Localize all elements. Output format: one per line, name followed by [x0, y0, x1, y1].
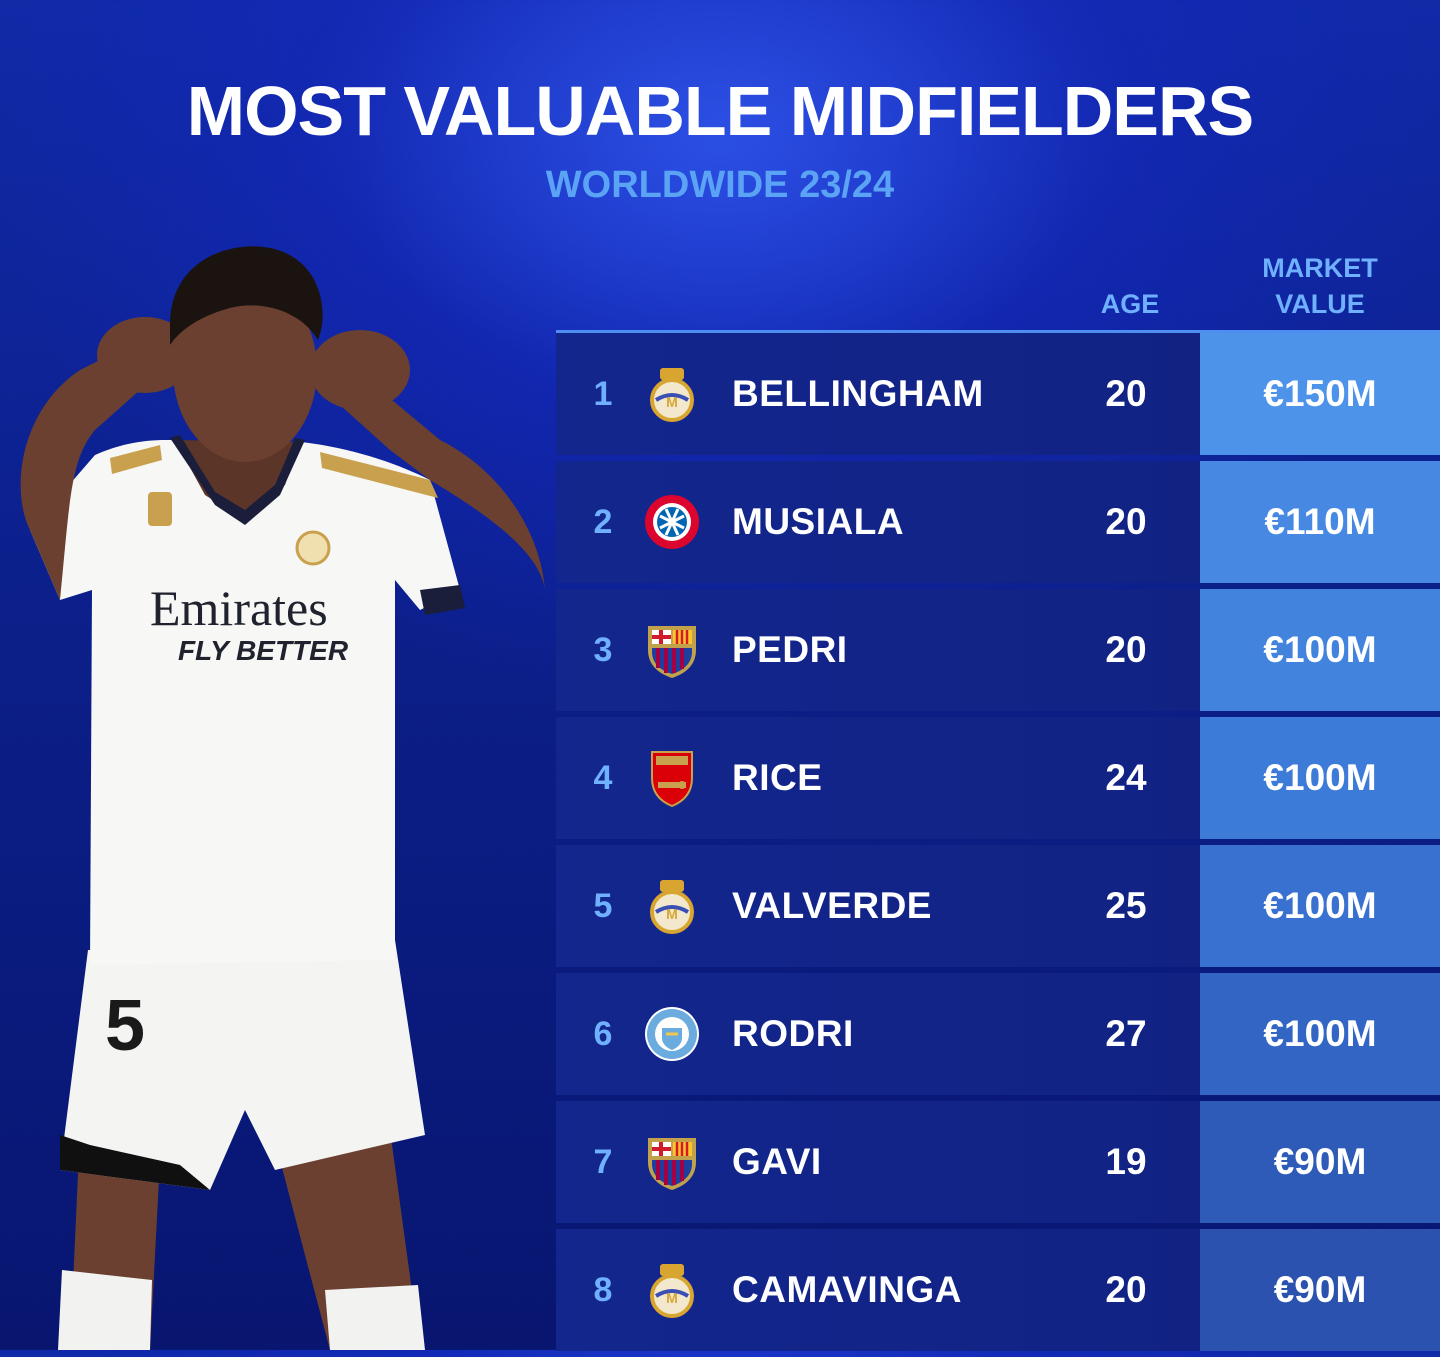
row-age: 25: [1105, 885, 1147, 926]
shirt-badge-icon: [148, 492, 172, 526]
row-rank: 5: [593, 886, 613, 925]
row-player-name: RICE: [732, 757, 823, 798]
real-madrid-crest-icon: M: [650, 368, 694, 422]
page-title: MOST VALUABLE MIDFIELDERS: [186, 72, 1254, 150]
row-age: 27: [1105, 1013, 1147, 1054]
svg-text:M: M: [666, 394, 678, 410]
row-player-name: RODRI: [732, 1013, 854, 1054]
row-player-name: VALVERDE: [732, 885, 932, 926]
fc-barcelona-crest-icon: [648, 626, 696, 678]
row-age: 20: [1105, 629, 1147, 670]
row-player-name: CAMAVINGA: [732, 1269, 962, 1310]
ranking-table: 1 M BELLINGHAM 20 €150M 2 MUSIALA 20 €11…: [556, 333, 1440, 1357]
row-market-value: €150M: [1200, 333, 1440, 455]
page-subtitle: WORLDWIDE 23/24: [545, 164, 895, 206]
svg-text:M: M: [666, 906, 678, 922]
row-market-value: €90M: [1200, 1101, 1440, 1223]
shirt-sponsor: Emirates: [150, 580, 328, 636]
row-rank: 7: [593, 1142, 613, 1181]
row-age: 20: [1105, 501, 1147, 542]
row-player-name: GAVI: [732, 1141, 822, 1182]
table-row: 6 RODRI 27 €100M: [556, 973, 1440, 1095]
row-market-value: €100M: [1200, 589, 1440, 711]
row-rank: 4: [593, 758, 613, 797]
fc-barcelona-crest-icon: [648, 1138, 696, 1190]
row-market-value: €100M: [1200, 973, 1440, 1095]
table-row: 7 GAVI 19 €90M: [556, 1101, 1440, 1223]
column-header-market-value: MARKET VALUE: [1220, 250, 1420, 322]
table-row: 5 M VALVERDE 25 €100M: [556, 845, 1440, 967]
table-row: 8 M CAMAVINGA 20 €90M: [556, 1229, 1440, 1351]
row-player-name: BELLINGHAM: [732, 373, 984, 414]
row-rank: 1: [593, 374, 613, 413]
row-age: 20: [1105, 373, 1147, 414]
row-player-name: PEDRI: [732, 629, 848, 670]
table-row: 4 RICE 24 €100M: [556, 717, 1440, 839]
column-header-market-value-line2: VALUE: [1275, 289, 1365, 319]
header-divider: [556, 330, 1440, 333]
row-age: 19: [1105, 1141, 1147, 1182]
column-header-market-value-line1: MARKET: [1262, 253, 1378, 283]
arsenal-crest-icon: [651, 751, 693, 808]
table-row: 1 M BELLINGHAM 20 €150M: [556, 333, 1440, 455]
row-rank: 6: [593, 1014, 613, 1053]
column-header-age: AGE: [1100, 289, 1160, 319]
row-age: 24: [1105, 757, 1147, 798]
shirt-sponsor-tagline: FLY BETTER: [178, 635, 349, 666]
row-market-value: €90M: [1200, 1229, 1440, 1351]
player-photo: 5 Emirates FLY BETTER: [20, 246, 545, 1350]
row-market-value: €110M: [1200, 461, 1440, 583]
table-row: 3 PEDRI 20 €100M: [556, 589, 1440, 711]
svg-text:M: M: [666, 1290, 678, 1306]
table-row: 2 MUSIALA 20 €110M: [556, 461, 1440, 583]
row-age: 20: [1105, 1269, 1147, 1310]
row-rank: 8: [593, 1270, 613, 1309]
manchester-city-crest-icon: [645, 1007, 699, 1061]
row-player-name: MUSIALA: [732, 501, 905, 542]
row-rank: 2: [593, 502, 613, 541]
shorts-number: 5: [105, 986, 145, 1066]
real-madrid-crest-icon: M: [650, 880, 694, 934]
row-market-value: €100M: [1200, 717, 1440, 839]
real-madrid-crest-icon: M: [650, 1264, 694, 1318]
bayern-munich-crest-icon: [645, 495, 699, 549]
row-rank: 3: [593, 630, 613, 669]
row-market-value: €100M: [1200, 845, 1440, 967]
shirt-crest-icon: [295, 530, 331, 566]
